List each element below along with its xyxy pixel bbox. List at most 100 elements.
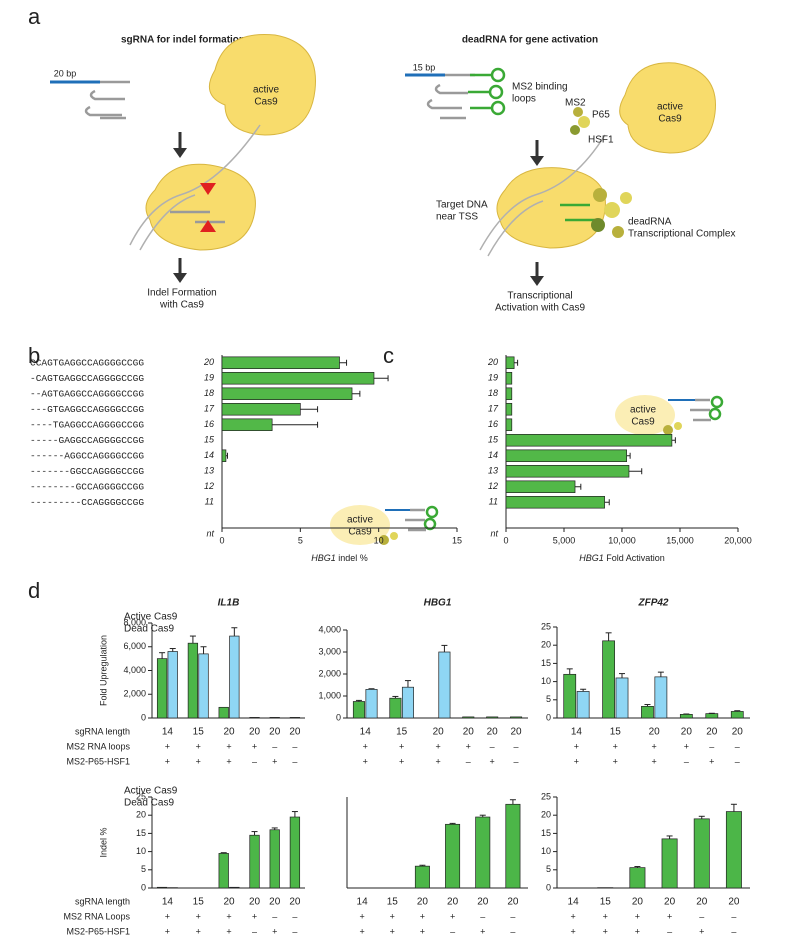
condition-mark: +	[196, 926, 201, 936]
category-label: 12	[204, 481, 214, 491]
y-tick-label: 10	[541, 846, 551, 856]
category-label: 19	[488, 373, 498, 383]
error-bar	[231, 627, 238, 637]
complex-label: deadRNA	[628, 217, 672, 228]
target-label: Target DNA	[436, 200, 488, 211]
condition-mark: –	[510, 926, 515, 936]
x-tick-label: 10,000	[608, 535, 636, 545]
x-tick-label: 15	[452, 535, 462, 545]
error-bar	[566, 668, 573, 675]
bar	[389, 697, 402, 719]
error-bar	[514, 359, 519, 366]
category-label: 14	[488, 450, 498, 460]
category-label: 15	[396, 727, 408, 738]
bar	[505, 372, 513, 385]
bar	[505, 403, 513, 416]
bar	[654, 676, 668, 719]
y-tick-label: 25	[541, 791, 551, 801]
bar	[505, 449, 627, 462]
cas9-label: Cas9	[658, 114, 682, 125]
condition-mark: –	[699, 911, 704, 921]
error-bar	[666, 835, 673, 839]
panel-label: d	[28, 578, 40, 603]
bar	[156, 658, 168, 719]
error-bar	[159, 652, 166, 659]
category-label: 20	[706, 727, 718, 738]
condition-mark: +	[435, 756, 440, 766]
y-tick-label: 4,000	[318, 624, 341, 634]
ms2-label: MS2	[565, 98, 586, 109]
bar	[505, 465, 630, 478]
condition-mark: –	[252, 756, 257, 766]
chart-title: ZFP42	[637, 598, 668, 609]
category-label: 11	[205, 497, 214, 507]
bar	[505, 434, 673, 447]
y-tick-label: 10	[541, 676, 551, 686]
result-label: with Cas9	[159, 300, 204, 311]
category-label: 20	[269, 897, 281, 908]
condition-mark: +	[570, 911, 575, 921]
category-label: 20	[649, 727, 661, 738]
y-tick-label: 10	[136, 846, 146, 856]
error-bar	[730, 803, 737, 812]
cas9-label: active	[253, 85, 280, 96]
condition-mark: +	[667, 911, 672, 921]
condition-mark: –	[292, 926, 297, 936]
error-bar	[479, 814, 486, 818]
condition-mark: +	[165, 926, 170, 936]
condition-mark: +	[603, 926, 608, 936]
panel-label: c	[383, 343, 394, 368]
y-tick-label: 2,000	[123, 689, 146, 699]
condition-mark: –	[292, 911, 297, 921]
condition-mark: +	[699, 926, 704, 936]
condition-mark: –	[684, 756, 689, 766]
error-bar	[355, 699, 362, 702]
error-bar	[339, 359, 348, 366]
condition-mark: +	[635, 926, 640, 936]
category-label: 20	[203, 357, 214, 367]
condition-mark: +	[359, 926, 364, 936]
y-tick-label: 5	[546, 694, 551, 704]
bar	[679, 714, 693, 719]
condition-mark: +	[652, 741, 657, 751]
category-label: 20	[463, 727, 475, 738]
complex-label: Transcriptional Complex	[628, 229, 735, 240]
condition-mark: –	[709, 741, 714, 751]
error-bar	[419, 864, 426, 867]
y-tick-label: 0	[141, 882, 146, 892]
sequence: --AGTGAGGCCAGGGGCCGG	[30, 388, 144, 399]
category-label: 20	[289, 897, 301, 908]
error-bar	[373, 375, 389, 382]
row-label: sgRNA length	[75, 726, 130, 736]
bar	[229, 886, 240, 889]
sequence: CCAGTGAGGCCAGGGGCCGG	[30, 357, 144, 368]
bar	[249, 717, 260, 719]
category-label: 20	[249, 727, 261, 738]
error-bar	[220, 852, 227, 854]
row-label: MS2 RNA Loops	[63, 911, 130, 921]
error-bar	[441, 644, 448, 652]
bar	[229, 635, 240, 719]
condition-mark: +	[226, 926, 231, 936]
y-tick-label: 25	[136, 791, 146, 801]
condition-mark: +	[196, 756, 201, 766]
condition-mark: –	[514, 741, 519, 751]
category-label: 14	[357, 897, 369, 908]
error-bar	[671, 437, 676, 444]
error-bar	[189, 635, 196, 644]
loops-label: MS2 binding	[512, 82, 568, 93]
bar	[221, 418, 273, 431]
category-label: 15	[193, 727, 205, 738]
error-bar	[368, 688, 375, 690]
inset-diagram	[330, 395, 724, 545]
row-label: MS2-P65-HSF1	[66, 756, 130, 766]
bar	[221, 372, 375, 385]
condition-mark: –	[480, 911, 485, 921]
result-label: Transcriptional	[507, 291, 572, 302]
category-label: 15	[193, 897, 205, 908]
category-label: 20	[417, 897, 429, 908]
category-label: 14	[571, 727, 583, 738]
bar	[221, 356, 340, 369]
length-label: 15 bp	[413, 62, 436, 72]
error-bar	[251, 831, 258, 836]
